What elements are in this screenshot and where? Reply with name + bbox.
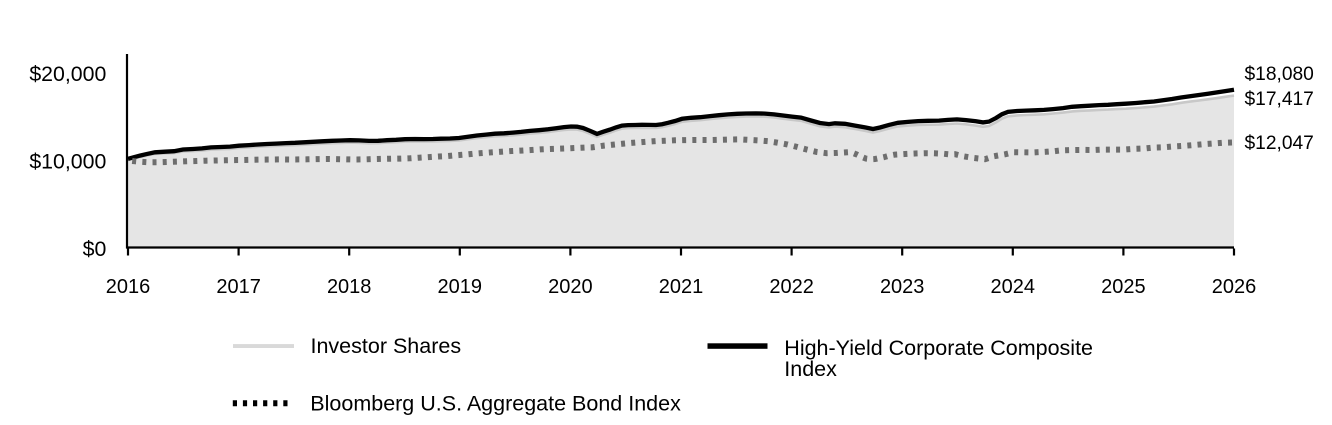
svg-text:2021: 2021 bbox=[659, 276, 704, 298]
svg-text:$17,417: $17,417 bbox=[1245, 89, 1314, 110]
svg-text:2018: 2018 bbox=[327, 276, 372, 298]
svg-text:2017: 2017 bbox=[216, 276, 261, 298]
svg-text:Bloomberg U.S. Aggregate Bond: Bloomberg U.S. Aggregate Bond Index bbox=[310, 392, 681, 416]
svg-text:2023: 2023 bbox=[880, 276, 925, 298]
svg-text:$10,000: $10,000 bbox=[29, 150, 106, 174]
svg-text:2022: 2022 bbox=[769, 276, 814, 298]
svg-text:$0: $0 bbox=[83, 237, 107, 261]
svg-text:Index: Index bbox=[784, 357, 837, 381]
svg-text:$12,047: $12,047 bbox=[1245, 133, 1314, 154]
svg-text:Investor Shares: Investor Shares bbox=[311, 334, 462, 358]
svg-text:2026: 2026 bbox=[1212, 276, 1257, 298]
svg-text:$18,080: $18,080 bbox=[1245, 64, 1314, 85]
svg-text:2019: 2019 bbox=[438, 276, 483, 298]
svg-text:2016: 2016 bbox=[106, 276, 151, 298]
svg-text:2024: 2024 bbox=[991, 276, 1036, 298]
svg-text:2025: 2025 bbox=[1101, 276, 1146, 298]
svg-text:$20,000: $20,000 bbox=[29, 62, 106, 86]
svg-text:High-Yield Corporate Composite: High-Yield Corporate Composite bbox=[784, 336, 1093, 360]
svg-text:2020: 2020 bbox=[548, 276, 593, 298]
